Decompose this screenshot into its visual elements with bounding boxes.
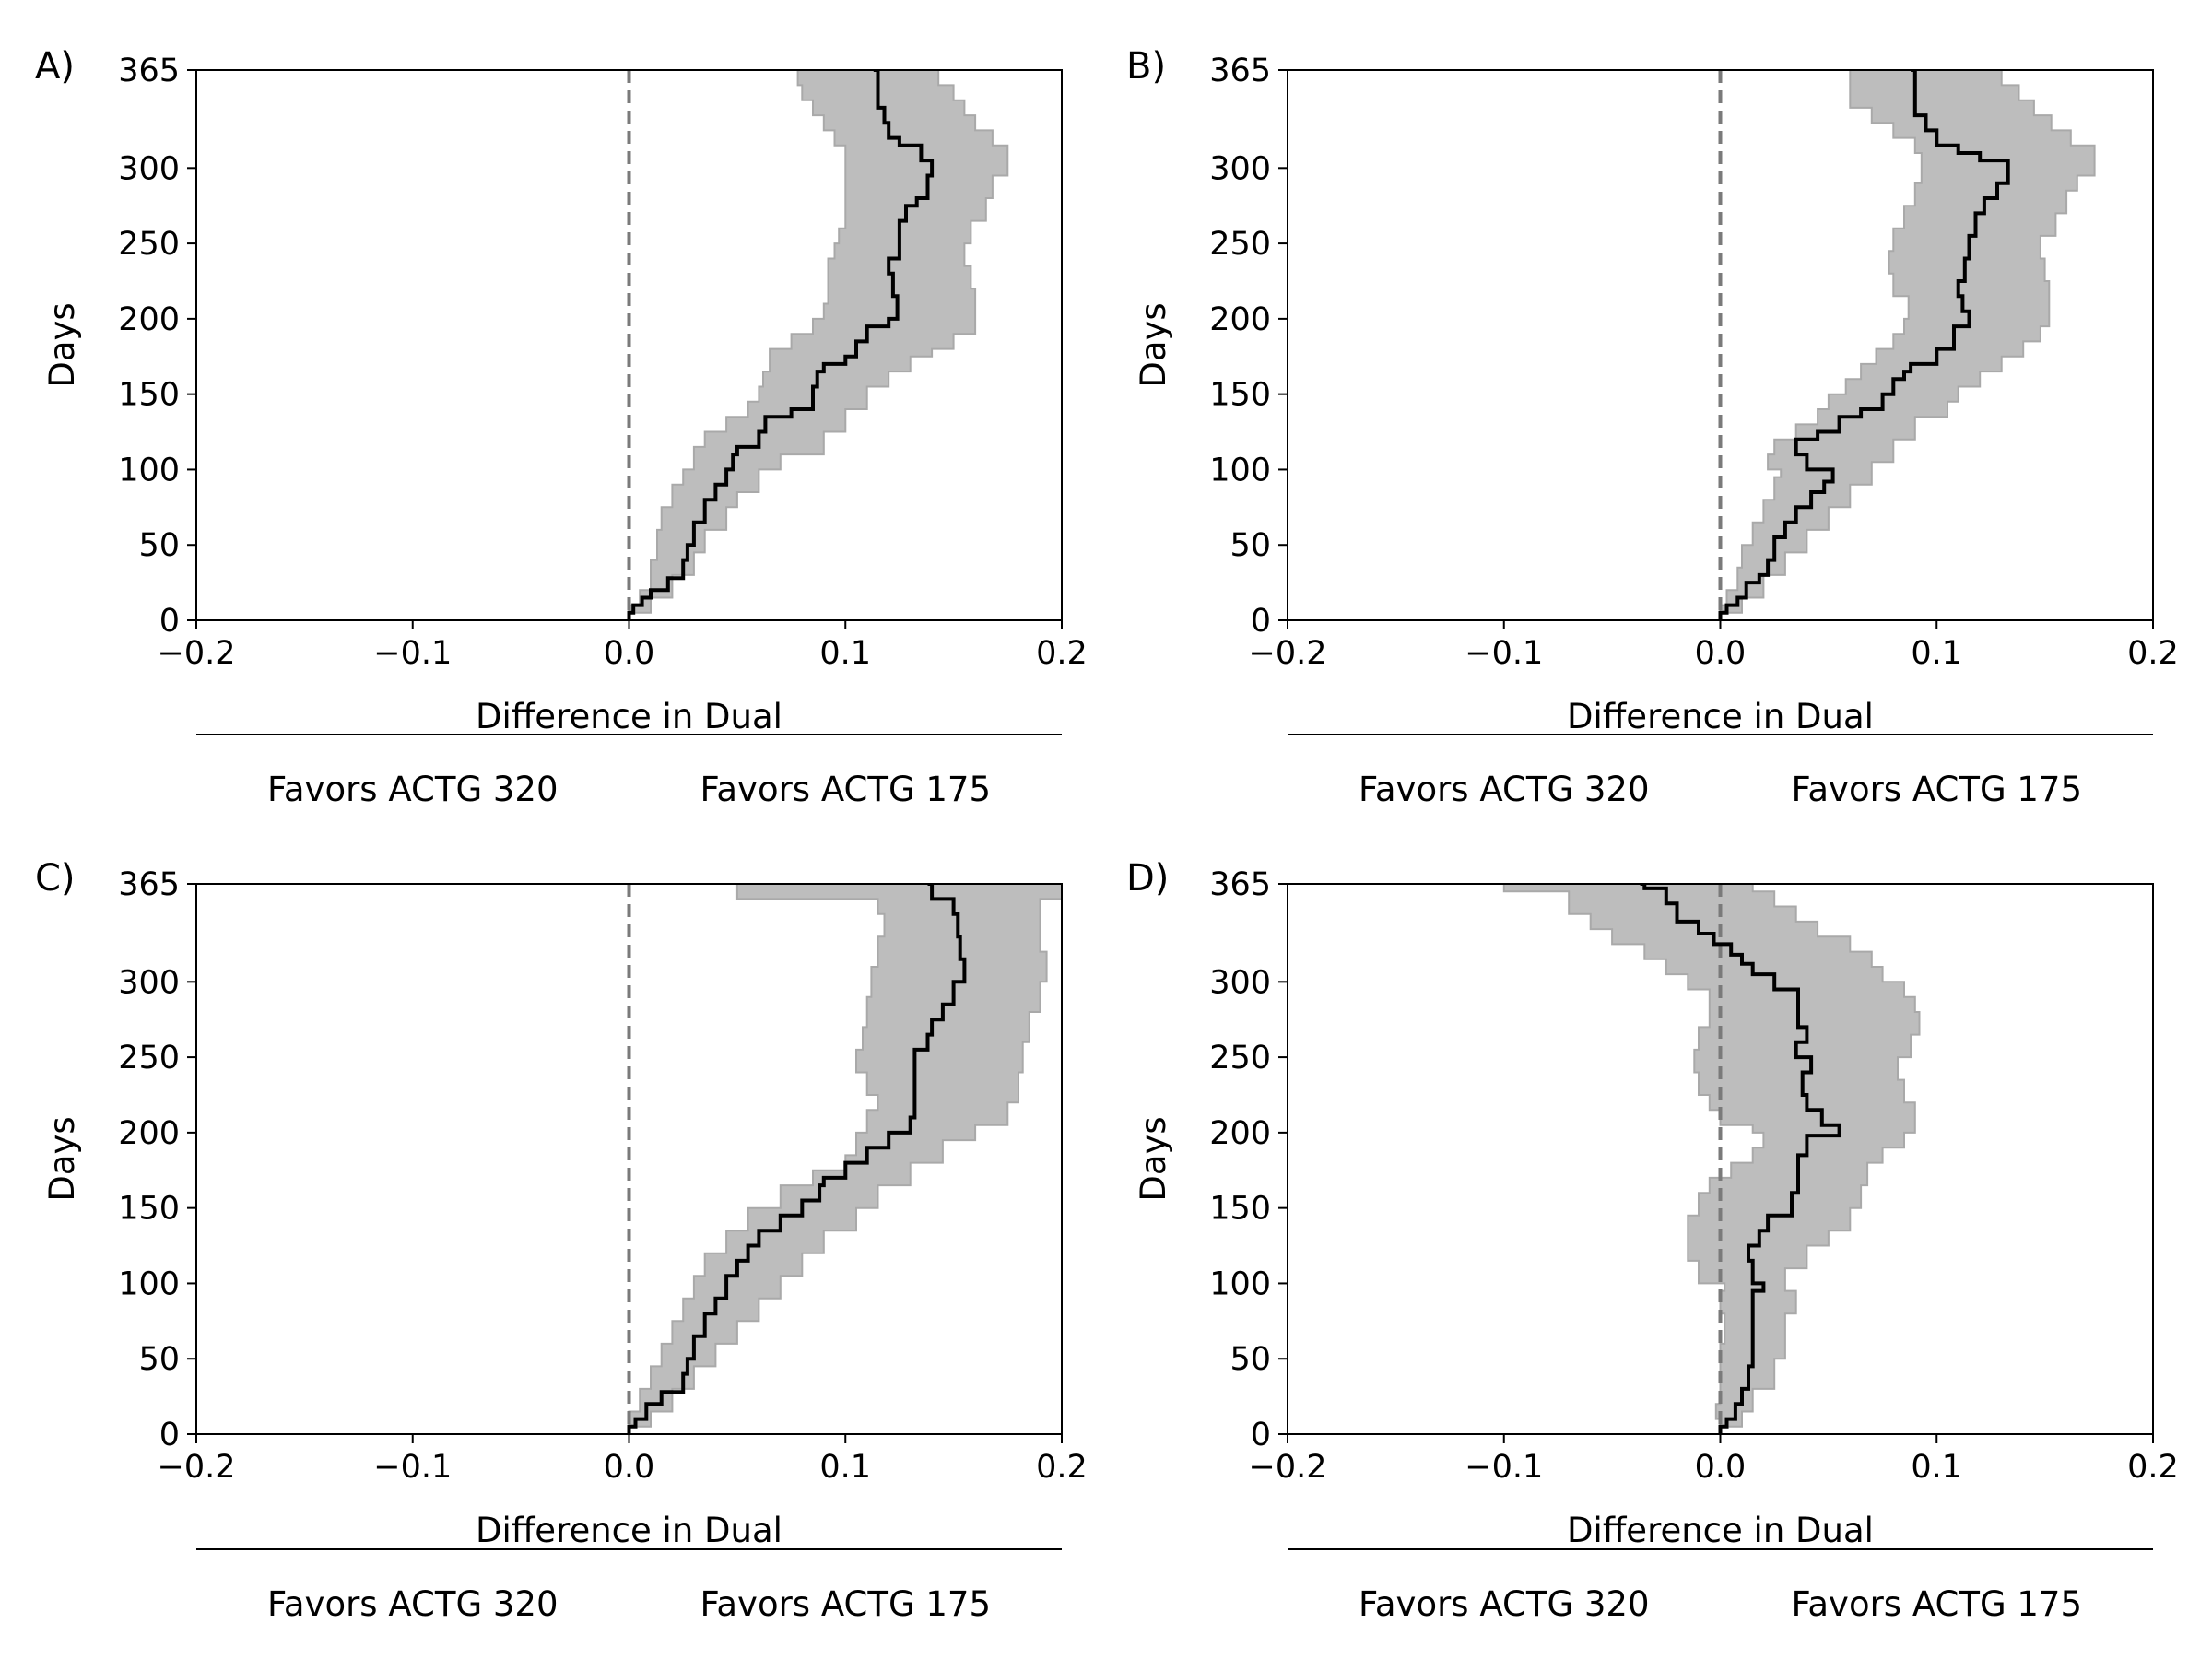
x-tick-label: 0.2: [2127, 1449, 2179, 1486]
x-tick-label: −0.2: [158, 635, 236, 672]
y-tick-label: 300: [1209, 964, 1271, 1001]
y-tick-label: 0: [159, 1417, 180, 1453]
x-tick-label: 0.1: [1911, 1449, 1962, 1486]
x-tick-label: 0.0: [604, 1449, 655, 1486]
confidence-band: [628, 884, 1062, 1434]
confidence-band: [628, 70, 1009, 620]
x-axis-title: Difference in Dual: [476, 697, 782, 736]
y-tick-label: 250: [1209, 1040, 1271, 1077]
favors-right-label: Favors ACTG 175: [700, 770, 992, 809]
plot-area: [627, 70, 1009, 620]
y-axis-title: Days: [42, 302, 82, 387]
y-tick-label: 100: [118, 1265, 180, 1302]
x-tick-label: −0.1: [1465, 635, 1543, 672]
estimate-line: [627, 884, 967, 1434]
x-tick-label: 0.1: [1911, 635, 1962, 672]
y-tick-label: 0: [159, 603, 180, 640]
favors-right-label: Favors ACTG 175: [1792, 1584, 2083, 1624]
y-tick-label: 150: [1209, 1191, 1271, 1228]
x-tick-label: −0.1: [373, 635, 452, 672]
panel-c: −0.2 −0.1 0.0 0.1 0.2 0 50 100 150 200 250 300 365 Di…: [35, 857, 1088, 1624]
y-tick-label: 0: [1251, 1417, 1271, 1453]
y-tick-label: 365: [118, 866, 180, 903]
panel-label: C): [35, 857, 76, 900]
x-tick-label: −0.1: [1465, 1449, 1543, 1486]
y-tick-label: 365: [1209, 866, 1271, 903]
y-axis-title: Days: [1134, 302, 1173, 387]
y-tick-label: 300: [1209, 150, 1271, 187]
y-tick-label: 250: [118, 1040, 180, 1077]
x-tick-label: 0.1: [819, 635, 871, 672]
y-tick-label: 100: [118, 452, 180, 488]
y-tick-label: 50: [138, 527, 180, 564]
plot-area: [627, 884, 1062, 1434]
y-tick-label: 300: [118, 150, 180, 187]
x-axis-title: Difference in Dual: [1567, 1511, 1874, 1550]
favors-right-label: Favors ACTG 175: [700, 1584, 992, 1624]
y-tick-label: 200: [118, 1115, 180, 1152]
y-tick-label: 50: [1230, 1341, 1271, 1378]
y-tick-label: 250: [1209, 226, 1271, 263]
y-axis-title: Days: [1134, 1116, 1173, 1201]
y-tick-label: 100: [1209, 452, 1271, 488]
x-tick-label: 0.2: [1036, 635, 1088, 672]
panel-b: −0.2 −0.1 0.0 0.1 0.2 0 50 100 150 200 250 300 365 Di…: [1126, 45, 2179, 809]
y-tick-label: 365: [118, 53, 180, 89]
x-tick-label: −0.2: [158, 1449, 236, 1486]
panel-a: −0.2 −0.1 0.0 0.1 0.2 0 50 100 150 200 250 300 365 Di…: [35, 45, 1088, 809]
x-tick-label: 0.0: [1695, 635, 1747, 672]
panel-label: A): [35, 45, 75, 88]
y-tick-label: 250: [118, 226, 180, 263]
x-tick-label: 0.0: [604, 635, 655, 672]
favors-right-label: Favors ACTG 175: [1792, 770, 2083, 809]
favors-left-label: Favors ACTG 320: [1359, 770, 1650, 809]
y-tick-label: 150: [1209, 377, 1271, 414]
x-tick-label: −0.2: [1249, 635, 1327, 672]
estimate-line: [1640, 884, 1841, 1434]
y-axis-title: Days: [42, 1116, 82, 1201]
y-tick-label: 100: [1209, 1265, 1271, 1302]
panel-label: B): [1126, 45, 1166, 88]
x-tick-label: 0.2: [2127, 635, 2179, 672]
y-tick-label: 50: [138, 1341, 180, 1378]
panel-label: D): [1126, 857, 1169, 900]
favors-left-label: Favors ACTG 320: [267, 1584, 559, 1624]
y-tick-label: 150: [118, 1191, 180, 1228]
x-axis-title: Difference in Dual: [1567, 697, 1874, 736]
x-tick-label: 0.1: [819, 1449, 871, 1486]
plot-area: [1502, 884, 1921, 1434]
estimate-line: [627, 70, 935, 620]
estimate-line: [1718, 70, 2010, 620]
x-tick-label: −0.2: [1249, 1449, 1327, 1486]
y-tick-label: 200: [1209, 301, 1271, 338]
y-tick-label: 200: [1209, 1115, 1271, 1152]
y-tick-label: 150: [118, 377, 180, 414]
y-tick-label: 0: [1251, 603, 1271, 640]
favors-left-label: Favors ACTG 320: [267, 770, 559, 809]
panel-d: −0.2 −0.1 0.0 0.1 0.2 0 50 100 150 200 250 300 365 Di…: [1126, 857, 2179, 1624]
favors-left-label: Favors ACTG 320: [1359, 1584, 1650, 1624]
x-axis-title: Difference in Dual: [476, 1511, 782, 1550]
confidence-band: [1719, 70, 2096, 620]
x-tick-label: 0.0: [1695, 1449, 1747, 1486]
y-tick-label: 200: [118, 301, 180, 338]
y-tick-label: 365: [1209, 53, 1271, 89]
y-tick-label: 300: [118, 964, 180, 1001]
x-tick-label: −0.1: [373, 1449, 452, 1486]
plot-area: [1718, 70, 2096, 620]
x-tick-label: 0.2: [1036, 1449, 1088, 1486]
y-tick-label: 50: [1230, 527, 1271, 564]
confidence-band: [1502, 884, 1921, 1434]
